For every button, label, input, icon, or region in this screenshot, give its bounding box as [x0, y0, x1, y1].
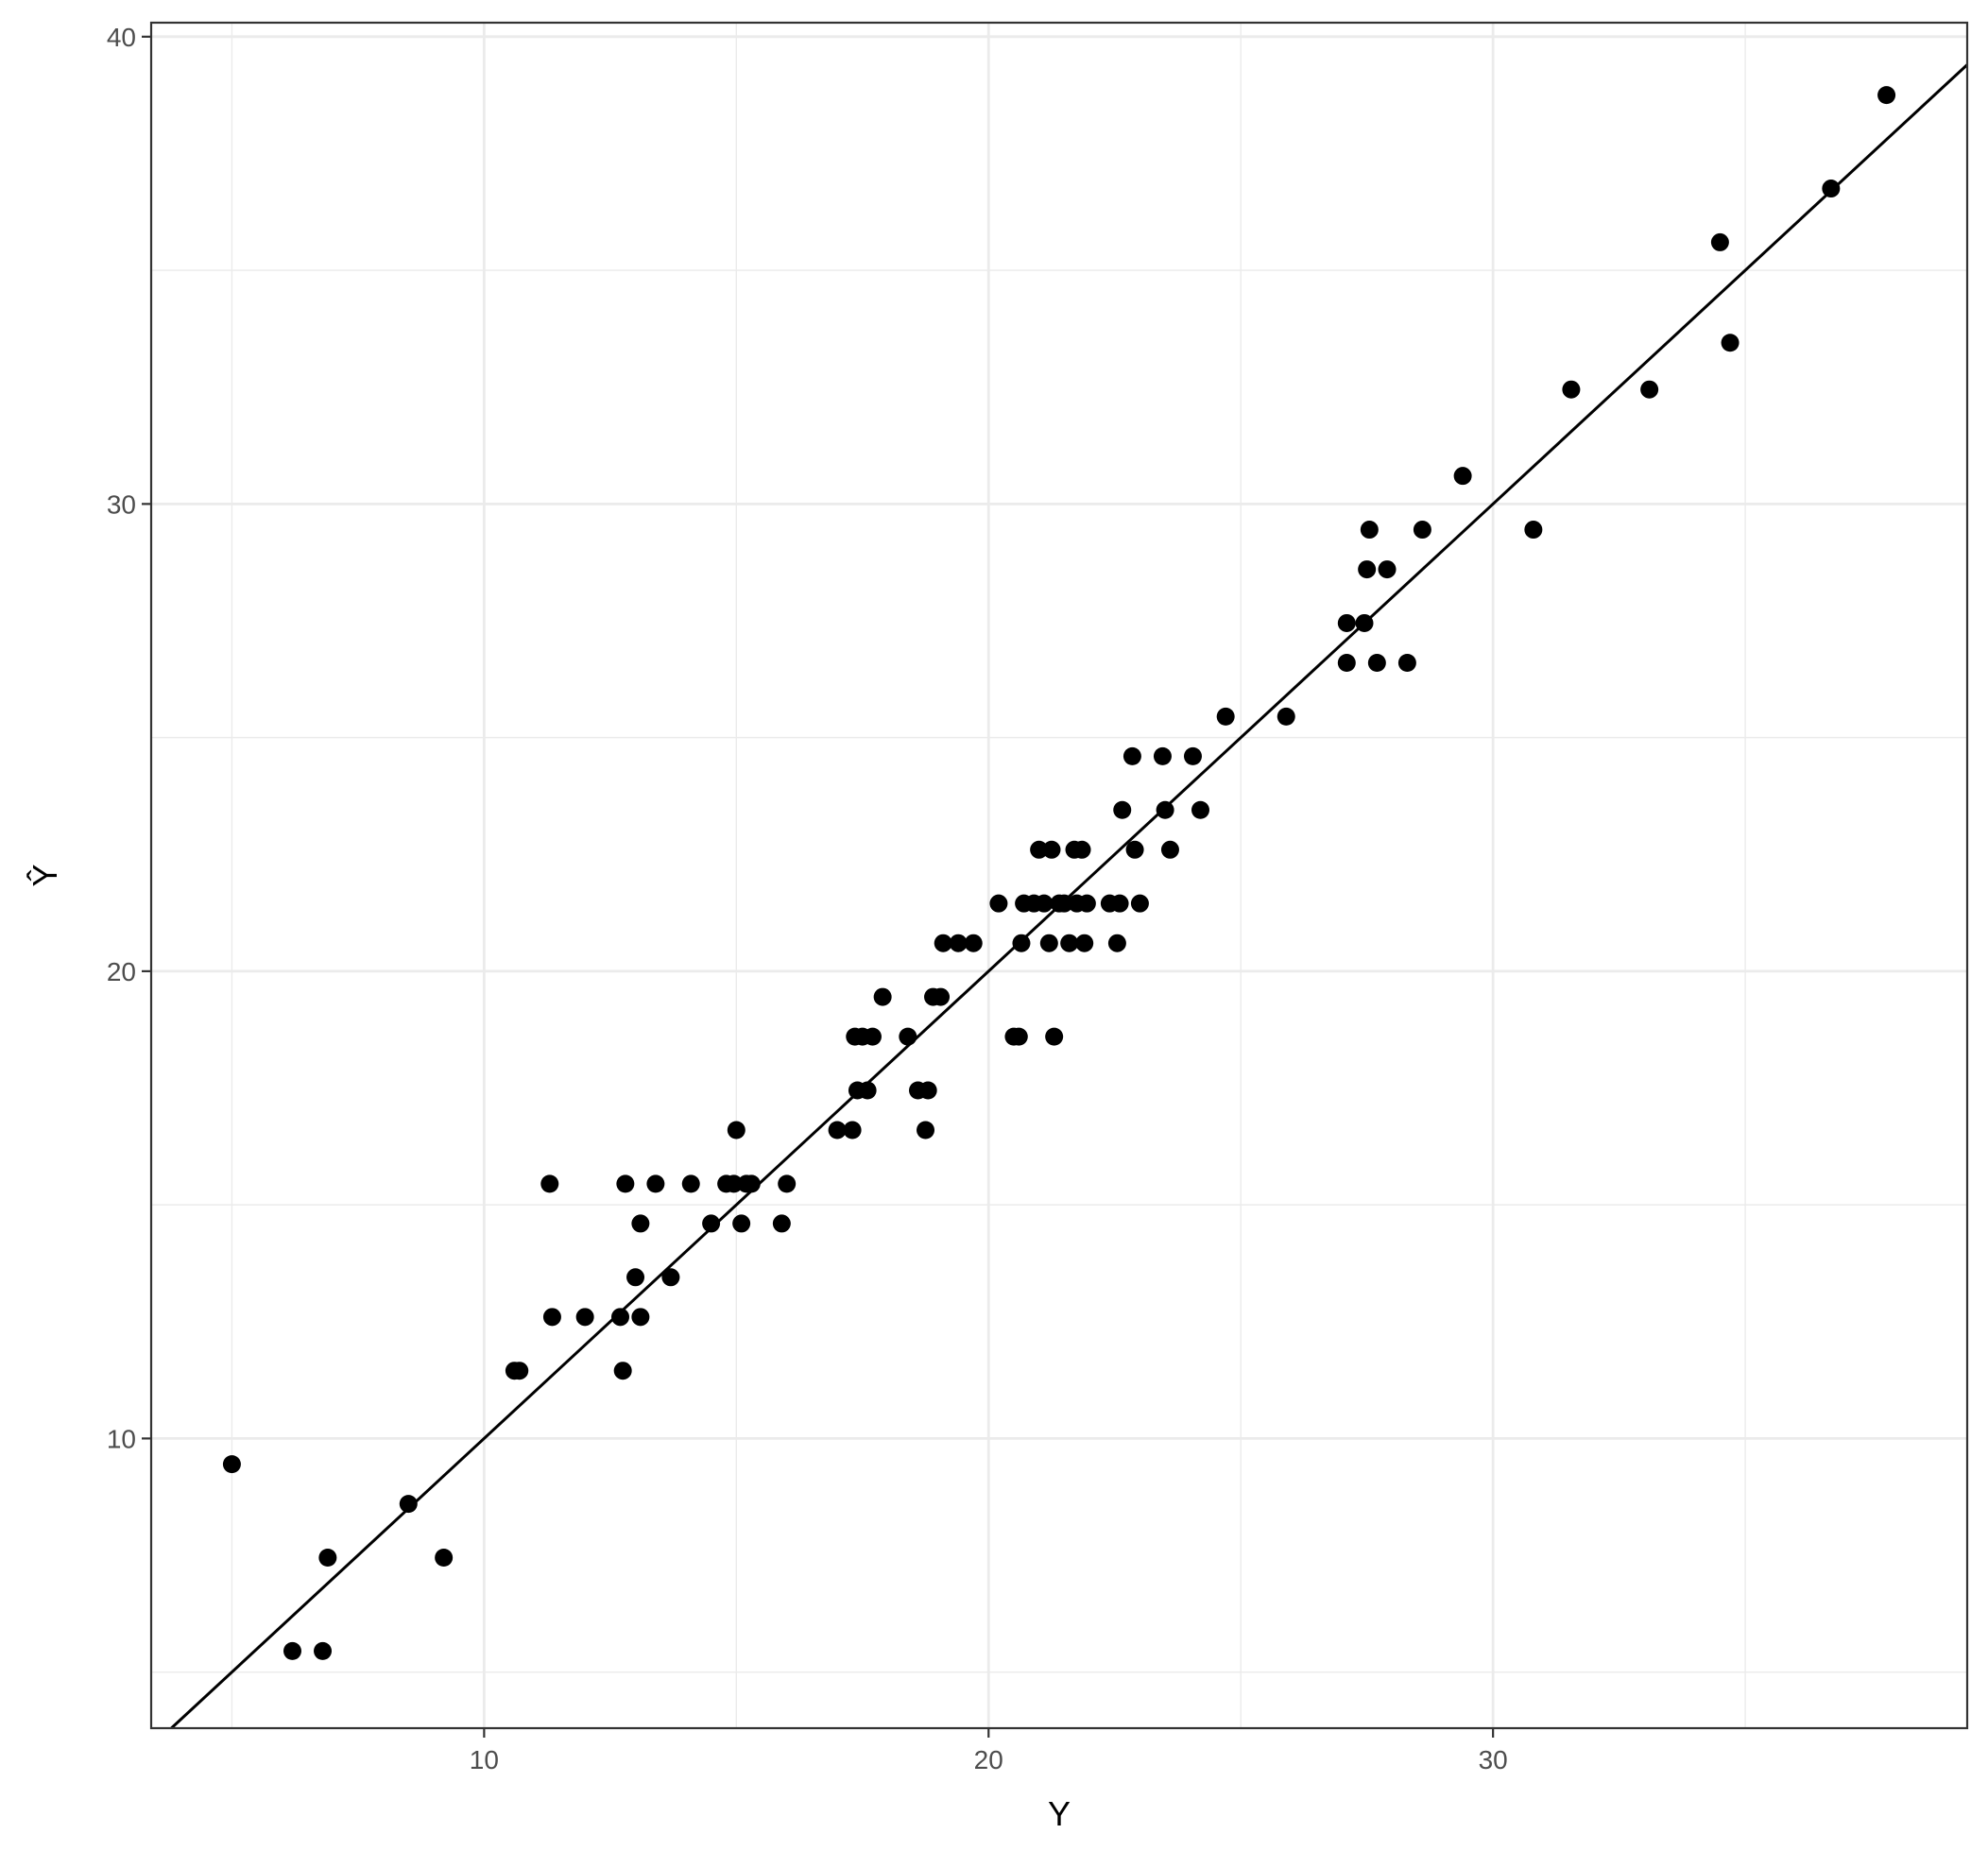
data-point — [222, 1455, 241, 1474]
data-point — [1640, 380, 1659, 399]
data-point — [1045, 1027, 1064, 1046]
data-point — [964, 934, 983, 952]
data-point — [1367, 653, 1386, 672]
data-point — [1710, 232, 1729, 251]
data-point — [314, 1641, 333, 1660]
y-tick-label: 20 — [107, 957, 136, 986]
panel-border — [149, 21, 1969, 1730]
data-point — [742, 1174, 761, 1193]
data-point — [1822, 180, 1841, 198]
data-point — [616, 1174, 635, 1193]
data-point — [1125, 840, 1144, 859]
data-point — [1054, 894, 1073, 913]
data-point — [1355, 613, 1374, 632]
data-point — [1156, 800, 1174, 819]
data-point — [828, 1121, 847, 1140]
data-point — [1009, 1027, 1028, 1046]
major-gridlines — [151, 23, 1967, 1728]
data-point — [727, 1121, 746, 1140]
data-point — [575, 1308, 594, 1327]
x-tick-label: 30 — [1479, 1745, 1508, 1774]
data-point — [1072, 840, 1091, 859]
data-point — [611, 1308, 630, 1327]
data-point — [1077, 894, 1096, 913]
data-point — [1035, 894, 1054, 913]
x-axis-title: Y — [1048, 1794, 1071, 1833]
data-point — [646, 1174, 665, 1193]
data-point — [1153, 746, 1172, 765]
data-point — [626, 1268, 645, 1287]
data-point — [918, 1081, 937, 1100]
data-point — [1562, 380, 1581, 399]
data-point — [613, 1362, 632, 1380]
data-point — [661, 1268, 680, 1287]
data-point — [631, 1308, 650, 1327]
data-point — [725, 1174, 744, 1193]
data-point — [1191, 800, 1209, 819]
y-axis-ticks: 10 20 30 40 — [107, 23, 151, 1453]
y-tick-label: 30 — [107, 489, 136, 519]
data-point — [542, 1308, 561, 1327]
data-point — [399, 1495, 418, 1514]
data-point — [1060, 934, 1079, 952]
data-point — [899, 1027, 917, 1046]
data-point — [681, 1174, 700, 1193]
data-point — [1039, 934, 1058, 952]
data-point — [1877, 86, 1896, 105]
data-point — [1110, 894, 1129, 913]
data-point — [1277, 707, 1295, 726]
data-point — [510, 1362, 529, 1380]
data-point — [863, 1027, 882, 1046]
data-point — [949, 934, 968, 952]
data-point — [732, 1214, 751, 1233]
data-point — [435, 1549, 454, 1567]
data-point — [631, 1214, 650, 1233]
data-point — [1378, 560, 1397, 579]
data-point — [843, 1121, 862, 1140]
minor-gridlines — [151, 23, 1967, 1728]
x-axis-ticks: 10 20 30 — [470, 1728, 1508, 1774]
data-point — [1183, 746, 1202, 765]
data-point — [1130, 894, 1149, 913]
data-point — [1012, 934, 1031, 952]
data-point — [318, 1549, 337, 1567]
data-point — [1337, 653, 1356, 672]
y-axis-title: Ŷ — [26, 864, 64, 886]
x-tick-label: 10 — [470, 1745, 499, 1774]
data-point — [1160, 840, 1179, 859]
data-point — [1030, 840, 1049, 859]
data-point — [778, 1174, 797, 1193]
data-point — [540, 1174, 559, 1193]
data-point — [934, 934, 952, 952]
data-point — [702, 1214, 721, 1233]
data-point — [1358, 560, 1377, 579]
data-point — [858, 1081, 877, 1100]
y-tick-label: 10 — [107, 1424, 136, 1453]
data-point — [1413, 521, 1431, 540]
data-point — [283, 1641, 301, 1660]
data-point — [1075, 934, 1094, 952]
data-point — [1337, 613, 1356, 632]
data-point — [1113, 800, 1132, 819]
data-point — [1453, 467, 1472, 486]
plot-panel — [151, 23, 1967, 1728]
data-points — [222, 86, 1896, 1660]
data-point — [917, 1121, 935, 1140]
data-point — [1042, 840, 1061, 859]
data-point — [989, 894, 1008, 913]
data-point — [772, 1214, 791, 1233]
data-point — [1216, 707, 1235, 726]
data-point — [1123, 746, 1141, 765]
data-point — [1524, 521, 1543, 540]
x-tick-label: 20 — [974, 1745, 1003, 1774]
data-point — [1397, 653, 1416, 672]
data-point — [1107, 934, 1126, 952]
data-point — [932, 987, 951, 1006]
data-point — [1721, 334, 1740, 352]
data-point — [873, 987, 892, 1006]
y-tick-label: 40 — [107, 23, 136, 52]
data-point — [1360, 521, 1379, 540]
